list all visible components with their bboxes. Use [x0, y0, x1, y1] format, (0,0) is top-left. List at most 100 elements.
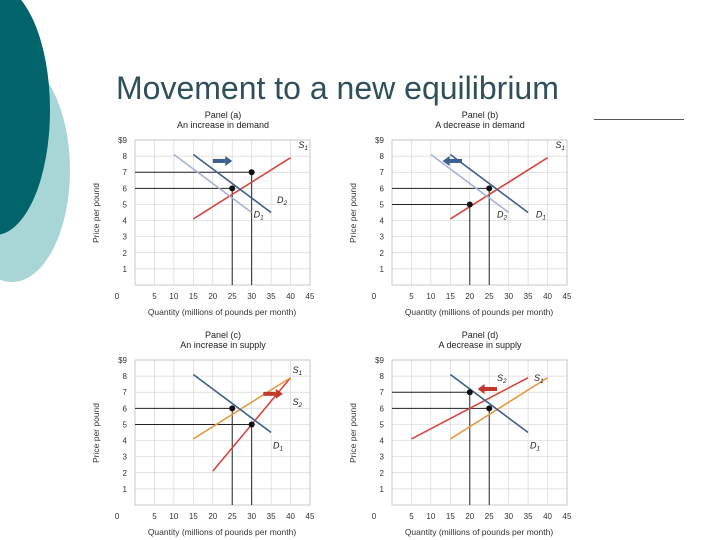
curve-label-subscript: 1 — [540, 378, 544, 385]
x-tick-label: 15 — [446, 292, 455, 301]
y-tick-label: $9 — [118, 136, 127, 145]
y-tick-label: 1 — [123, 265, 128, 274]
panel-title: A decrease in demand — [435, 120, 525, 130]
x-tick-label: 25 — [228, 292, 237, 301]
y-tick-label: 8 — [123, 152, 128, 161]
panel-a-chart: Panel (a)An increase in demand $9 8 7 6 5 4 3 2 1… — [91, 110, 315, 317]
x-tick-label: 25 — [485, 512, 494, 521]
slide-title: Movement to a new equilibrium — [116, 70, 559, 106]
x-tick-label: 30 — [247, 292, 256, 301]
y-axis-label: Price per pound — [91, 403, 101, 463]
y-tick-label: 3 — [123, 453, 128, 462]
plot-frame — [134, 139, 311, 286]
shift-arrow-head — [477, 384, 485, 394]
y-tick-label: 7 — [123, 388, 128, 397]
x-tick-label: 5 — [409, 292, 414, 301]
x-tick-label: 0 — [115, 292, 120, 301]
x-axis-label: Quantity (millions of pounds per month) — [148, 527, 297, 537]
curve-label: S1 — [298, 140, 308, 152]
curve-label: D2 — [277, 195, 288, 207]
curve-label-subscript: 1 — [542, 214, 546, 221]
x-tick-label: 35 — [524, 292, 533, 301]
y-tick-label: 7 — [380, 168, 385, 177]
plot-frame — [391, 359, 568, 506]
shift-arrow-head — [225, 155, 233, 166]
curve-label-subscript: 1 — [280, 446, 284, 453]
curve-label-subscript: 1 — [304, 145, 308, 152]
x-tick-label: 5 — [152, 292, 157, 301]
x-axis-label: Quantity (millions of pounds per month) — [148, 307, 297, 317]
x-tick-label: 45 — [563, 512, 572, 521]
y-tick-label: 6 — [123, 404, 128, 413]
curve-label: D1 — [536, 209, 547, 221]
panel-c-chart: Panel (c)An increase in supply $9 8 7 6 5 4 3 2 1… — [91, 330, 315, 537]
y-axis-label: Price per pound — [91, 183, 101, 243]
panel-label: Panel (a) — [205, 110, 242, 120]
x-tick-label: 35 — [267, 512, 276, 521]
y-tick-label: 6 — [380, 184, 385, 193]
y-tick-label: 6 — [380, 404, 385, 413]
y-tick-label: 4 — [123, 217, 128, 226]
panel-title: An increase in supply — [180, 340, 266, 350]
y-tick-label: 4 — [380, 217, 385, 226]
x-tick-label: 45 — [563, 292, 572, 301]
y-tick-label: $9 — [375, 136, 384, 145]
y-tick-label: $9 — [118, 356, 127, 365]
shift-arrow-head — [275, 388, 283, 399]
y-tick-label: 4 — [380, 437, 385, 446]
title-rule — [594, 119, 684, 120]
curve-s1 — [449, 157, 548, 220]
y-tick-label: 5 — [123, 420, 128, 429]
x-tick-label: 0 — [115, 512, 120, 521]
y-tick-label: 2 — [380, 249, 385, 258]
y-tick-label: 3 — [380, 453, 385, 462]
equilibrium-point — [248, 421, 255, 428]
y-tick-label: 3 — [123, 233, 128, 242]
curve-label-subscript: 1 — [299, 370, 303, 377]
curve-label-subscript: 1 — [561, 145, 565, 152]
x-tick-label: 20 — [208, 292, 217, 301]
y-tick-label: 8 — [123, 372, 128, 381]
x-tick-label: 20 — [465, 292, 474, 301]
x-tick-label: 40 — [286, 512, 295, 521]
x-tick-label: 15 — [189, 512, 198, 521]
slide-decoration — [0, 0, 70, 282]
x-tick-label: 10 — [169, 292, 178, 301]
curve-label: S2 — [293, 397, 303, 409]
panel-label: Panel (d) — [462, 330, 499, 340]
x-tick-label: 35 — [524, 512, 533, 521]
panel-label: Panel (b) — [462, 110, 499, 120]
y-tick-label: 2 — [123, 469, 128, 478]
curve-label: D1 — [273, 441, 284, 453]
y-tick-label: 6 — [123, 184, 128, 193]
x-tick-label: 0 — [372, 292, 377, 301]
panel-d-chart: Panel (d)A decrease in supply$9876543210… — [348, 330, 572, 537]
teal-dark-shape — [0, 0, 50, 235]
curve-s2 — [411, 377, 529, 440]
x-tick-label: 25 — [485, 292, 494, 301]
equilibrium-point — [248, 169, 255, 176]
curve-s2 — [192, 377, 291, 440]
x-tick-label: 10 — [426, 292, 435, 301]
x-axis-label: Quantity (millions of pounds per month) — [405, 307, 554, 317]
equilibrium-point — [229, 405, 236, 412]
x-tick-label: 0 — [372, 512, 377, 521]
curve-d1 — [449, 153, 529, 214]
x-tick-label: 30 — [504, 512, 513, 521]
curve-s1 — [192, 157, 291, 220]
x-tick-label: 20 — [465, 512, 474, 521]
x-tick-label: 40 — [543, 292, 552, 301]
x-tick-label: 10 — [169, 512, 178, 521]
curve-d1 — [449, 373, 529, 434]
y-tick-label: 3 — [380, 233, 385, 242]
panel-title: A decrease in supply — [438, 340, 522, 350]
x-tick-label: 45 — [306, 512, 315, 521]
x-tick-label: 5 — [409, 512, 414, 521]
panel-label: Panel (c) — [205, 330, 241, 340]
equilibrium-point — [466, 389, 473, 396]
y-tick-label: 1 — [380, 265, 385, 274]
x-tick-label: 35 — [267, 292, 276, 301]
x-tick-label: 30 — [504, 292, 513, 301]
x-tick-label: 15 — [446, 512, 455, 521]
plot-frame — [391, 139, 568, 286]
